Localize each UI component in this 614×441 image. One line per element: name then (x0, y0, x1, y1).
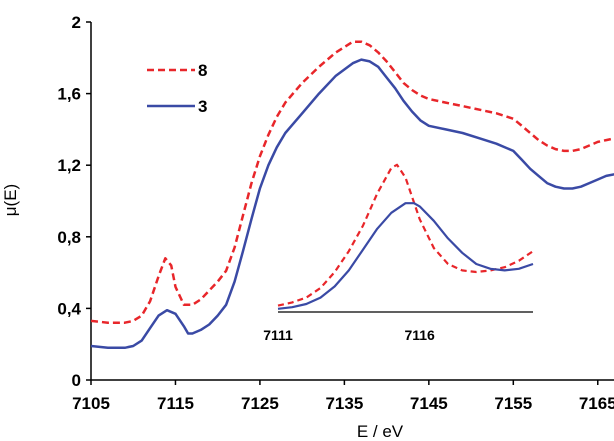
series-line-3 (91, 58, 614, 350)
inset-x-tick-label: 7111 (263, 327, 293, 343)
y-tick-label: 2 (72, 13, 81, 32)
x-tick-label: 7115 (157, 394, 194, 413)
legend-label-8: 8 (198, 61, 207, 80)
x-tick-label: 7135 (325, 394, 363, 413)
y-tick-label: 0,4 (57, 299, 81, 318)
y-tick-label: 1,2 (57, 156, 81, 175)
x-tick-label: 7125 (241, 394, 279, 413)
y-tick-label: 0 (72, 371, 81, 390)
y-axis-title: μ(E) (1, 184, 20, 216)
y-tick-label: 1,6 (57, 85, 81, 104)
legend-label-3: 3 (198, 97, 207, 116)
x-tick-label: 7145 (410, 394, 448, 413)
legend: 83 (147, 61, 207, 116)
x-axis-title: E / eV (357, 422, 404, 441)
y-tick-label: 0,8 (57, 228, 81, 247)
x-tick-label: 7165 (579, 394, 614, 413)
inset-series-line-8 (277, 163, 534, 307)
inset-plot: 7111 7116 (263, 163, 534, 343)
inset-x-tick-label: 7116 (404, 327, 435, 343)
main-plot: 0 0,4 0,8 1,2 1,6 2 7105 7115 7125 7135 7145 7155 71… (1, 13, 614, 441)
x-tick-label: 7105 (72, 394, 110, 413)
x-tick-label: 7155 (494, 394, 532, 413)
inset-series-line-3 (277, 202, 534, 310)
series-line-8 (91, 40, 614, 324)
